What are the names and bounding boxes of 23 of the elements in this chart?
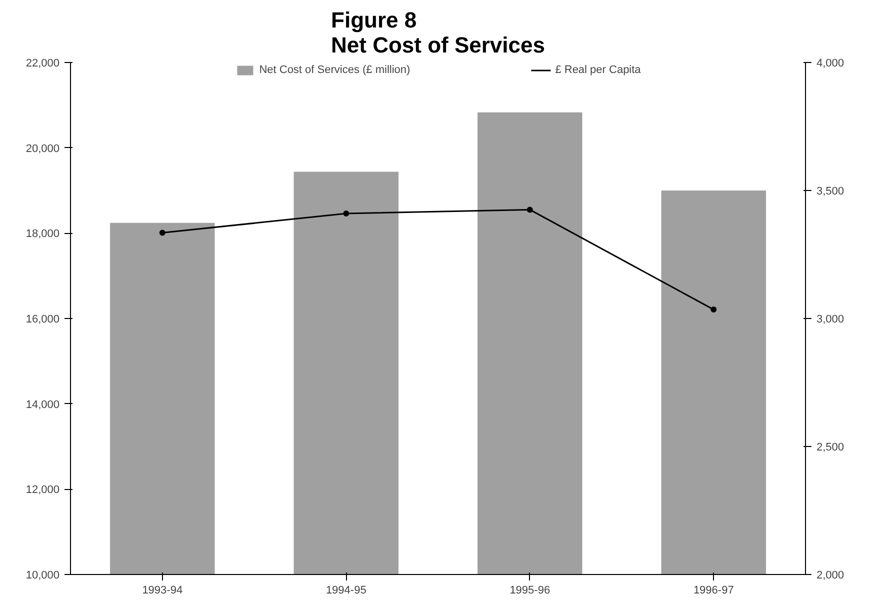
legend-label: £ Real per Capita [555,64,641,76]
y2-tick-label: 4,000 [816,58,844,70]
y-tick-label: 10,000 [26,570,60,582]
x-tick-label: 1994-95 [326,584,366,596]
legend-label: Net Cost of Services (£ million) [259,64,410,76]
x-tick-label: 1996-97 [693,584,734,596]
x-tick-label: 1995-96 [510,584,550,596]
y2-tick-label: 3,000 [816,314,844,326]
point [159,230,166,236]
y-tick-label: 18,000 [26,228,60,240]
y-tick-label: 16,000 [26,314,60,326]
y2-tick-label: 2,000 [816,570,844,582]
point [343,210,350,217]
y-tick-label: 20,000 [26,142,60,155]
y-tick-label: 22,000 [26,58,60,70]
chart-title: Figure 8 Net Cost of Services [331,8,545,58]
x-tick-label: 1993-94 [142,584,183,596]
y-tick-label: 14,000 [26,398,60,411]
point [526,206,533,213]
y-tick-label: 12,000 [26,484,60,496]
point [710,306,717,313]
y2-tick-label: 2,500 [816,442,844,454]
y2-tick-label: 3,500 [816,186,844,198]
